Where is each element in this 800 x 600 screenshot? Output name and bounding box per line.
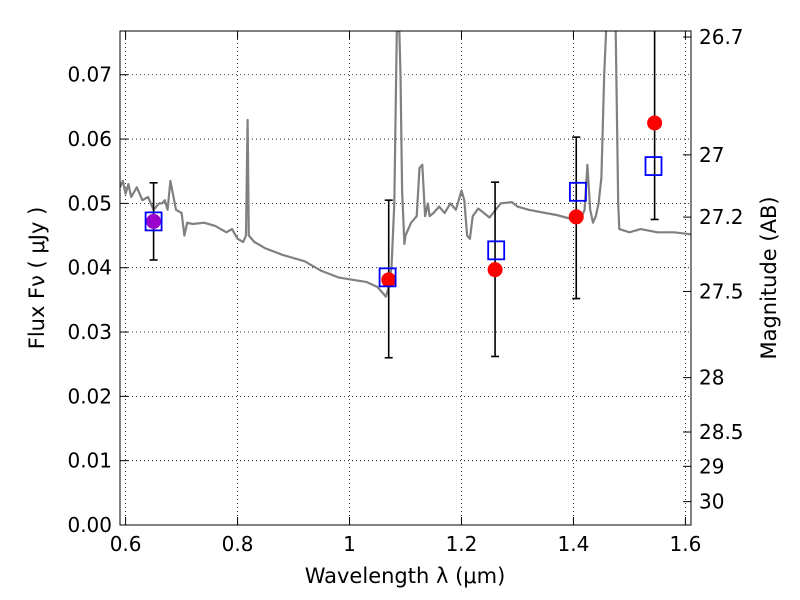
x-tick-label: 1.6	[669, 532, 701, 556]
mag-tick-label: 28	[699, 366, 724, 390]
observed-point	[487, 262, 503, 278]
x-tick-label: 1.4	[558, 532, 590, 556]
x-tick-label: 0.6	[110, 532, 142, 556]
y-tick-label: 0.02	[67, 384, 112, 408]
y-tick-label: 0.01	[67, 449, 112, 473]
mag-tick-label: 30	[699, 490, 724, 514]
model-photometry-point	[487, 240, 506, 261]
mag-tick-label: 27.5	[699, 279, 744, 303]
observed-point	[568, 209, 584, 225]
model-photometry-points	[144, 156, 663, 288]
y-tick-label: 0.04	[67, 256, 112, 280]
y-tick-label: 0.05	[67, 191, 112, 215]
mag-tick-label: 29	[699, 454, 724, 478]
mag-tick-label: 27	[699, 143, 724, 167]
x-tick-label: 1.2	[446, 532, 478, 556]
model-spectrum-line	[120, 31, 691, 298]
mag-tick-label: 26.7	[699, 25, 744, 49]
plot-area	[120, 31, 691, 525]
model-photometry-point	[144, 211, 163, 232]
y-axis-title: Flux Fν ( μJy )	[25, 207, 49, 350]
y-tick-label: 0.06	[67, 127, 112, 151]
observed-point	[381, 272, 397, 288]
model-photometry-point	[378, 267, 397, 288]
observed-point	[647, 115, 663, 131]
right-axis-title: Magnitude (AB)	[757, 196, 781, 359]
mag-tick-label: 27.2	[699, 205, 744, 229]
x-tick-label: 0.8	[222, 532, 254, 556]
x-axis-title: Wavelength λ (μm)	[305, 564, 506, 588]
tick-labels: 0.6 0.8 1 1.2 1.4 1.6 0.00 0.01 0.02 0.03 0.04 0.05…	[67, 25, 743, 556]
y-tick-label: 0.00	[67, 513, 112, 537]
observed-point	[146, 213, 162, 229]
model-photometry-point	[569, 181, 587, 202]
ticks	[120, 31, 691, 526]
y-tick-label: 0.07	[67, 63, 112, 87]
model-photometry-point	[644, 156, 663, 176]
spectrum-layer	[120, 31, 691, 298]
mag-tick-label: 28.5	[699, 420, 744, 444]
observed-points	[146, 115, 663, 288]
x-tick-label: 1	[343, 532, 356, 556]
plot-frame	[119, 30, 692, 526]
y-tick-label: 0.03	[67, 320, 112, 344]
